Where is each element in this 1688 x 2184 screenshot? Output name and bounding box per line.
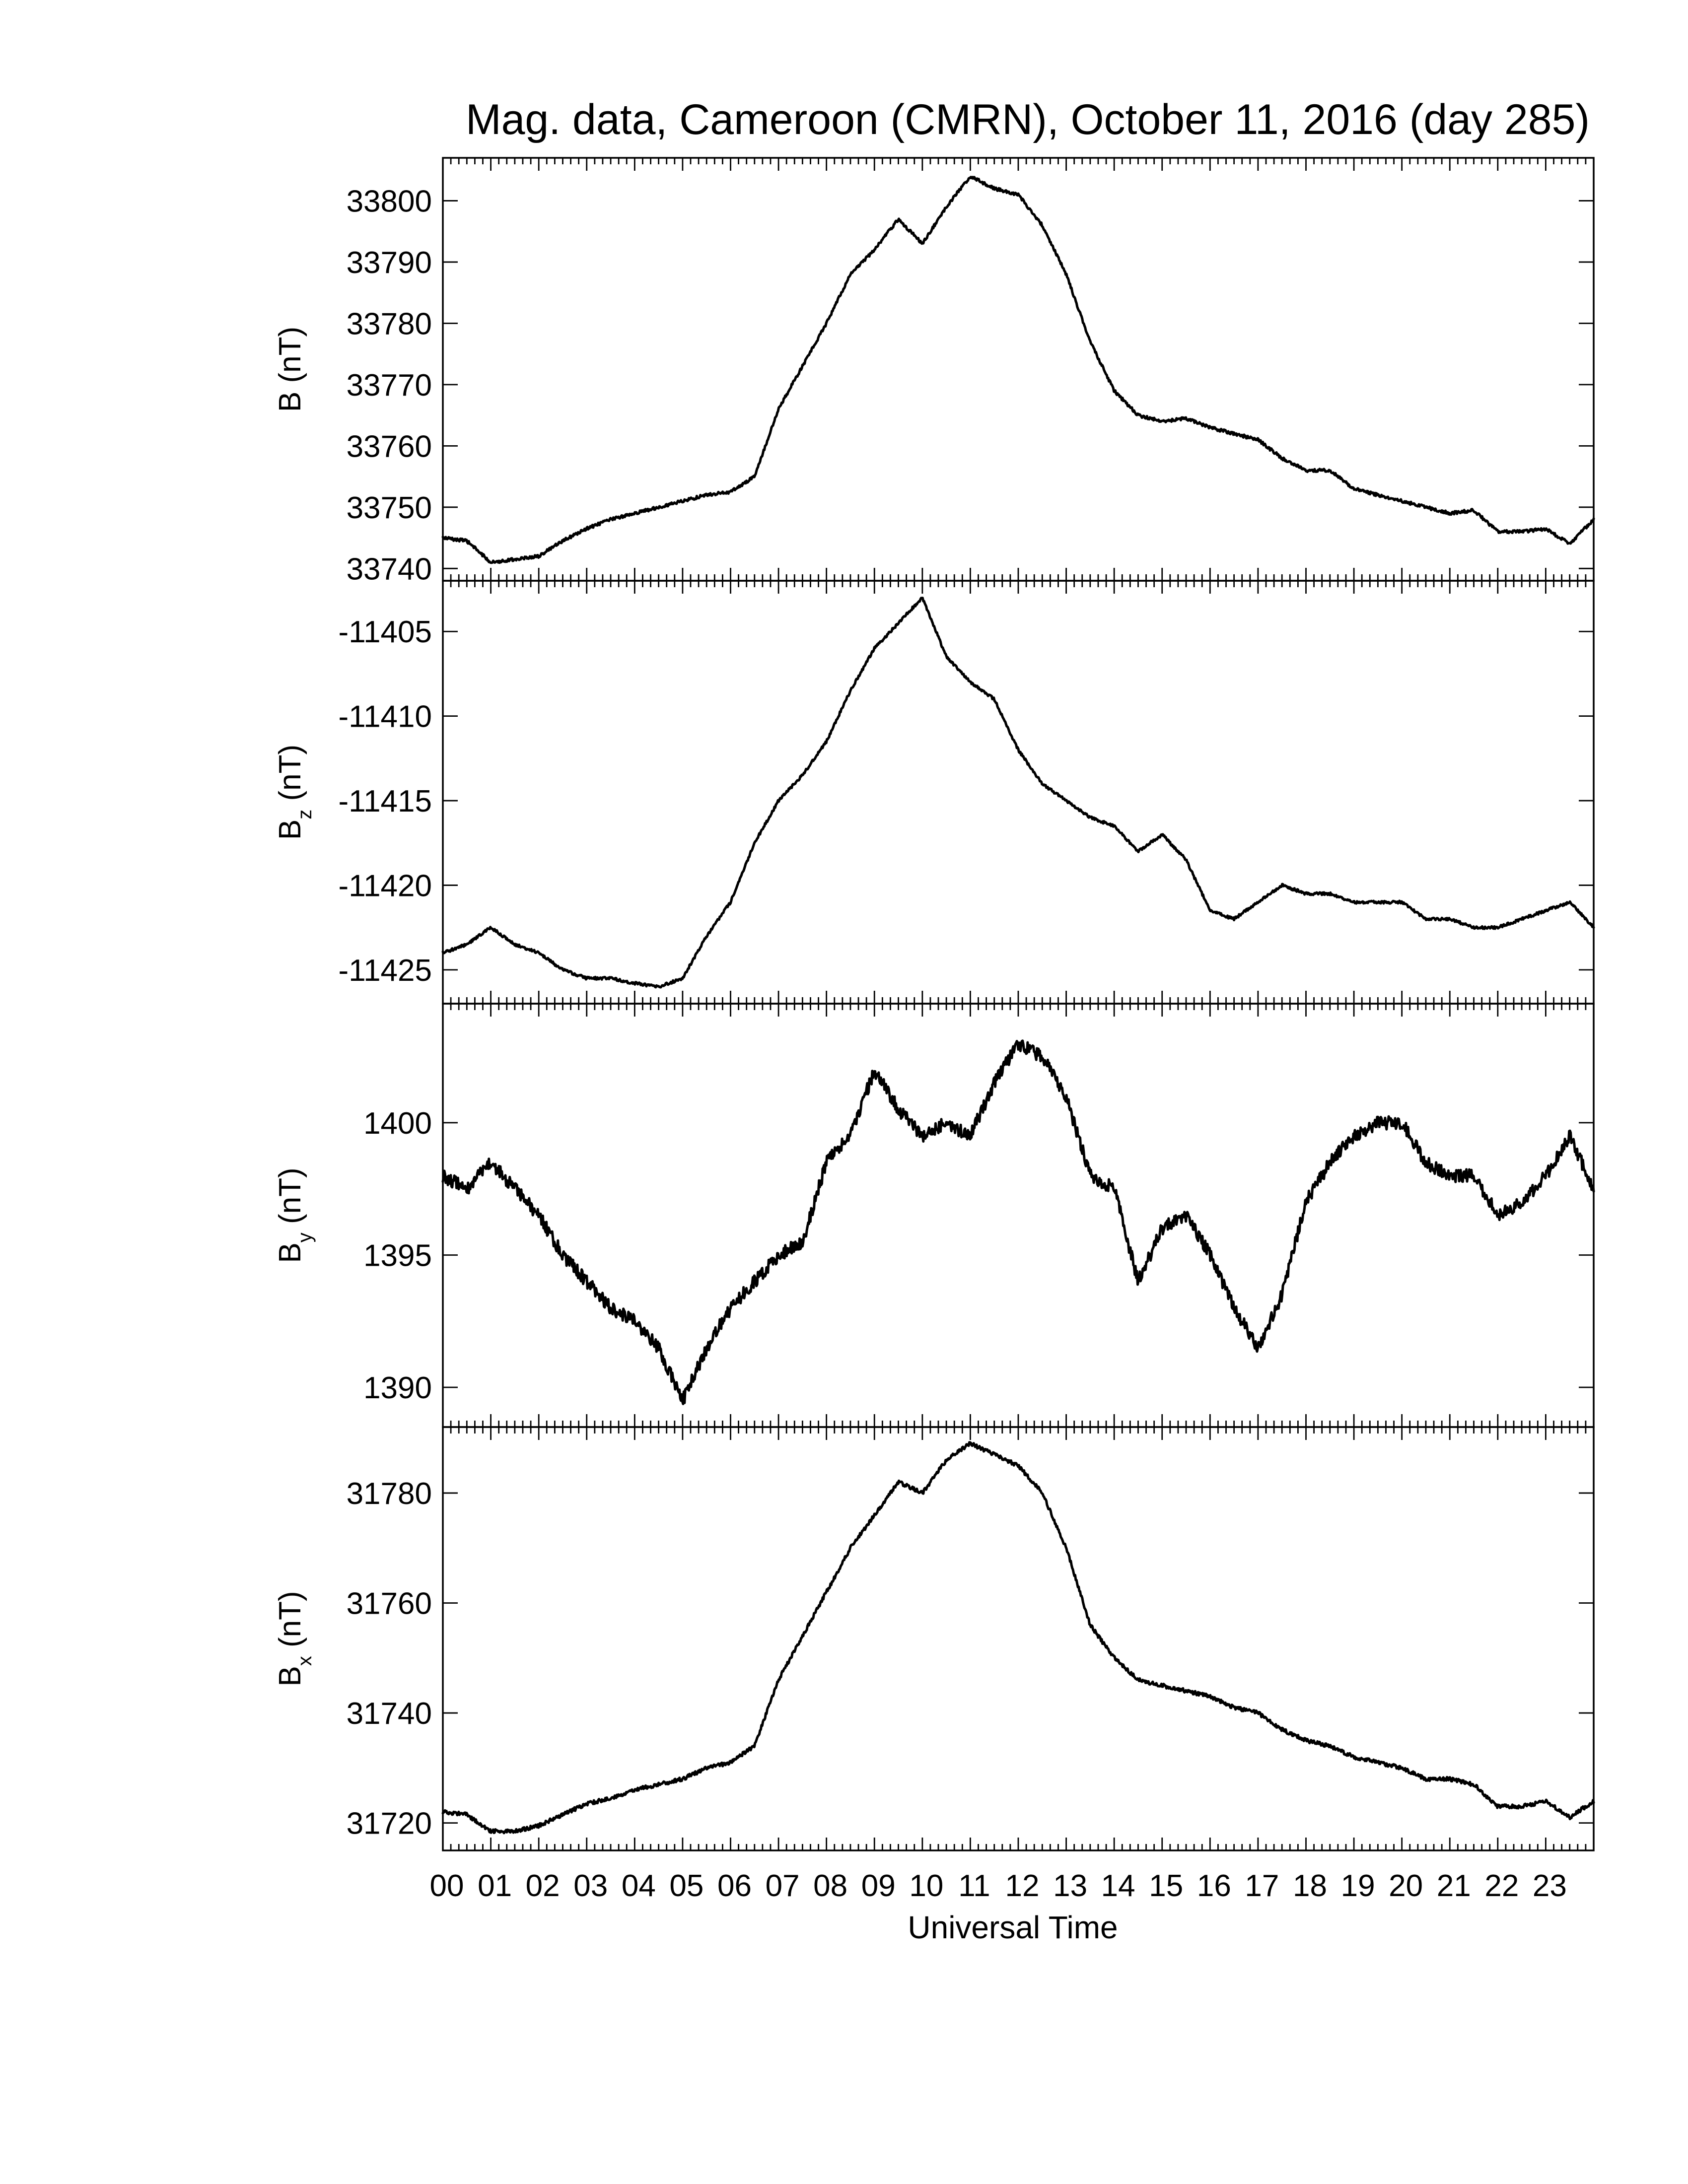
y-tick-label: 33790 bbox=[347, 246, 432, 280]
y-tick-label: -11425 bbox=[339, 954, 432, 988]
y-tick-label: -11410 bbox=[339, 700, 432, 734]
y-tick-label: 31740 bbox=[347, 1697, 432, 1731]
x-tick-label: 19 bbox=[1341, 1869, 1375, 1903]
y-tick-label: -11405 bbox=[339, 615, 432, 649]
y-tick-label: 31720 bbox=[347, 1807, 432, 1841]
y-tick-label: -11420 bbox=[339, 869, 432, 903]
panel-b: 33740 33750 33760 33770 33780 33790 33800 B (nT… bbox=[273, 157, 1595, 586]
plot-frame bbox=[442, 1003, 1595, 1428]
x-tick-label: 04 bbox=[622, 1869, 656, 1903]
panel-bz: -11425 -11420 -11415 -11410 -11405 Bz (nT) bbox=[273, 580, 1595, 1005]
y-tick-label: 33770 bbox=[347, 368, 432, 403]
data-line bbox=[441, 176, 1595, 564]
y-tick-label: 33740 bbox=[347, 552, 432, 586]
x-tick-label: 21 bbox=[1437, 1869, 1471, 1903]
chart-title: Mag. data, Cameroon (CMRN), October 11, … bbox=[466, 96, 1590, 143]
x-tick-label: 20 bbox=[1389, 1869, 1423, 1903]
plot-frame bbox=[442, 580, 1595, 1005]
x-axis-label: Universal Time bbox=[908, 1910, 1118, 1945]
plot-frame bbox=[442, 1426, 1595, 1851]
x-tick-label: 11 bbox=[958, 1869, 990, 1903]
x-tick-label: 14 bbox=[1101, 1869, 1135, 1903]
data-line bbox=[441, 1441, 1595, 1835]
x-tick-label: 03 bbox=[573, 1869, 608, 1903]
x-tick-label: 02 bbox=[526, 1869, 560, 1903]
x-tick-label: 10 bbox=[909, 1869, 943, 1903]
x-tick-label: 00 bbox=[430, 1869, 464, 1903]
x-tick-label: 09 bbox=[861, 1869, 896, 1903]
y-tick-label: 1390 bbox=[363, 1371, 432, 1405]
y-axis-label: B (nT) bbox=[273, 327, 307, 412]
y-tick-label: 33780 bbox=[347, 307, 432, 341]
x-tick-label: 13 bbox=[1053, 1869, 1087, 1903]
y-tick-label: 1400 bbox=[363, 1106, 432, 1141]
x-tick-label: 05 bbox=[669, 1869, 703, 1903]
x-tick-label: 06 bbox=[717, 1869, 752, 1903]
x-tick-label: 22 bbox=[1484, 1869, 1519, 1903]
y-tick-label: 31760 bbox=[347, 1586, 432, 1621]
y-axis-label: Bz (nT) bbox=[273, 745, 316, 840]
x-tick-label: 23 bbox=[1533, 1869, 1567, 1903]
x-axis-tick-labels: 00 01 02 03 04 05 06 07 08 09 10 11 12 13 14 15 16 17 18 19… bbox=[430, 1869, 1567, 1903]
x-tick-label: 08 bbox=[813, 1869, 847, 1903]
panels: 33740 33750 33760 33770 33780 33790 33800 B (nT… bbox=[273, 157, 1595, 1851]
x-tick-label: 18 bbox=[1293, 1869, 1327, 1903]
x-tick-label: 17 bbox=[1245, 1869, 1279, 1903]
x-tick-label: 01 bbox=[478, 1869, 512, 1903]
x-tick-label: 12 bbox=[1005, 1869, 1040, 1903]
y-axis-label: Bx (nT) bbox=[273, 1591, 316, 1686]
data-line bbox=[441, 1039, 1595, 1405]
data-line bbox=[441, 597, 1595, 989]
y-tick-label: 1395 bbox=[363, 1238, 432, 1273]
y-tick-label: 33750 bbox=[347, 491, 432, 525]
panel-by: 1390 1395 1400 By (nT) bbox=[273, 1003, 1595, 1428]
y-tick-label: 33760 bbox=[347, 429, 432, 464]
y-tick-label: 33800 bbox=[347, 184, 432, 218]
panel-bx: 31720 31740 31760 31780 Bx (nT) bbox=[273, 1426, 1595, 1851]
x-tick-label: 15 bbox=[1149, 1869, 1183, 1903]
x-tick-label: 07 bbox=[766, 1869, 800, 1903]
y-tick-label: -11415 bbox=[339, 784, 432, 819]
y-axis-label: By (nT) bbox=[273, 1167, 316, 1263]
y-tick-label: 31780 bbox=[347, 1477, 432, 1511]
x-tick-label: 16 bbox=[1197, 1869, 1231, 1903]
